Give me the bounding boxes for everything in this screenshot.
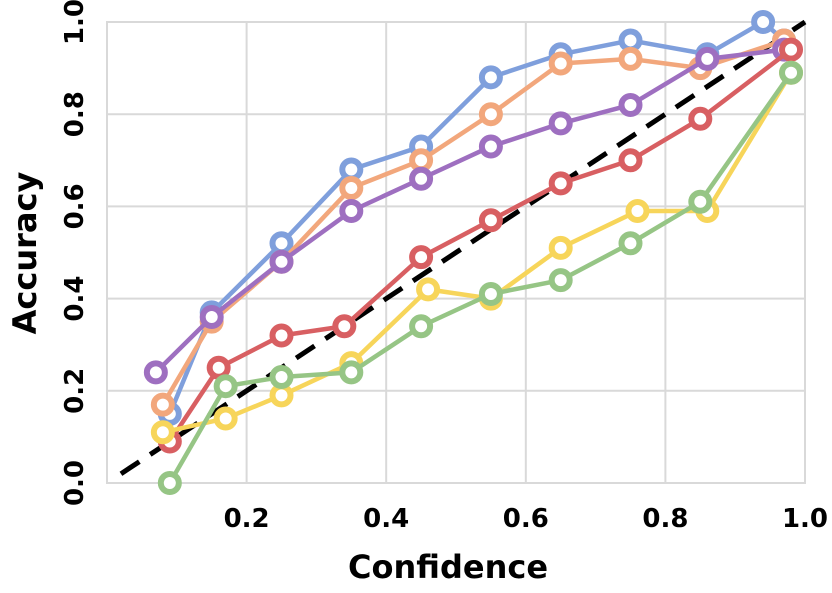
series-line bbox=[167, 19, 787, 417]
x-tick-label: 0.8 bbox=[642, 504, 688, 534]
data-point bbox=[206, 355, 231, 380]
data-point bbox=[199, 305, 224, 330]
data-point bbox=[548, 268, 573, 293]
diagonal-reference bbox=[119, 19, 807, 476]
data-point bbox=[618, 148, 643, 173]
data-point bbox=[688, 189, 713, 214]
data-point bbox=[779, 60, 804, 85]
data-point bbox=[618, 28, 643, 53]
data-point bbox=[339, 175, 364, 200]
data-point bbox=[269, 323, 294, 348]
data-point bbox=[157, 471, 182, 495]
data-point bbox=[779, 37, 804, 62]
y-tick-label: 0.4 bbox=[60, 276, 90, 322]
series-line bbox=[167, 70, 794, 486]
x-axis-label: Confidence bbox=[348, 548, 548, 586]
y-tick-labels: 0.0 0.2 0.4 0.6 0.8 1.0 bbox=[60, 0, 90, 506]
series-line bbox=[153, 47, 787, 375]
data-point bbox=[269, 364, 294, 389]
series-group bbox=[143, 10, 804, 495]
data-point bbox=[269, 383, 294, 408]
x-tick-label: 0.4 bbox=[363, 504, 409, 534]
data-point bbox=[548, 111, 573, 136]
data-point bbox=[478, 102, 503, 127]
y-tick-label: 0.2 bbox=[60, 368, 90, 414]
x-tick-label: 0.6 bbox=[503, 504, 549, 534]
y-tick-label: 0.8 bbox=[60, 91, 90, 137]
plot-frame bbox=[106, 21, 806, 484]
data-point bbox=[143, 360, 168, 385]
perfect-calibration-line bbox=[119, 19, 807, 476]
data-point bbox=[150, 420, 175, 445]
series-line bbox=[167, 47, 794, 444]
data-point bbox=[618, 231, 643, 256]
data-point bbox=[478, 65, 503, 90]
data-point bbox=[751, 10, 776, 34]
data-point bbox=[548, 171, 573, 196]
y-tick-label: 1.0 bbox=[60, 0, 90, 45]
data-point bbox=[269, 249, 294, 274]
series-line bbox=[160, 70, 794, 435]
data-point bbox=[618, 46, 643, 71]
x-tick-labels: 0.2 0.4 0.6 0.8 1.0 bbox=[224, 504, 828, 534]
data-point bbox=[416, 277, 441, 302]
data-point bbox=[618, 92, 643, 117]
data-point bbox=[409, 245, 434, 270]
data-point bbox=[548, 235, 573, 260]
data-point bbox=[548, 51, 573, 76]
data-point bbox=[478, 134, 503, 159]
data-point bbox=[409, 148, 434, 173]
data-point bbox=[688, 106, 713, 131]
data-point bbox=[339, 157, 364, 182]
data-point bbox=[213, 374, 238, 399]
x-tick-label: 1.0 bbox=[782, 504, 828, 534]
data-point bbox=[409, 314, 434, 339]
data-point bbox=[409, 166, 434, 191]
data-point bbox=[150, 392, 175, 417]
y-tick-label: 0.6 bbox=[60, 183, 90, 229]
series-1 bbox=[150, 28, 797, 417]
data-point bbox=[269, 231, 294, 256]
data-point bbox=[213, 406, 238, 431]
data-point bbox=[332, 314, 357, 339]
y-tick-label: 0.0 bbox=[60, 460, 90, 506]
data-point bbox=[478, 208, 503, 233]
series-5 bbox=[157, 60, 804, 495]
data-point bbox=[625, 199, 650, 224]
x-tick-label: 0.2 bbox=[224, 504, 270, 534]
data-point bbox=[695, 46, 720, 71]
data-point bbox=[339, 199, 364, 224]
series-3 bbox=[157, 37, 804, 454]
data-point bbox=[339, 360, 364, 385]
data-point bbox=[478, 281, 503, 306]
y-axis-label: Accuracy bbox=[6, 172, 44, 335]
